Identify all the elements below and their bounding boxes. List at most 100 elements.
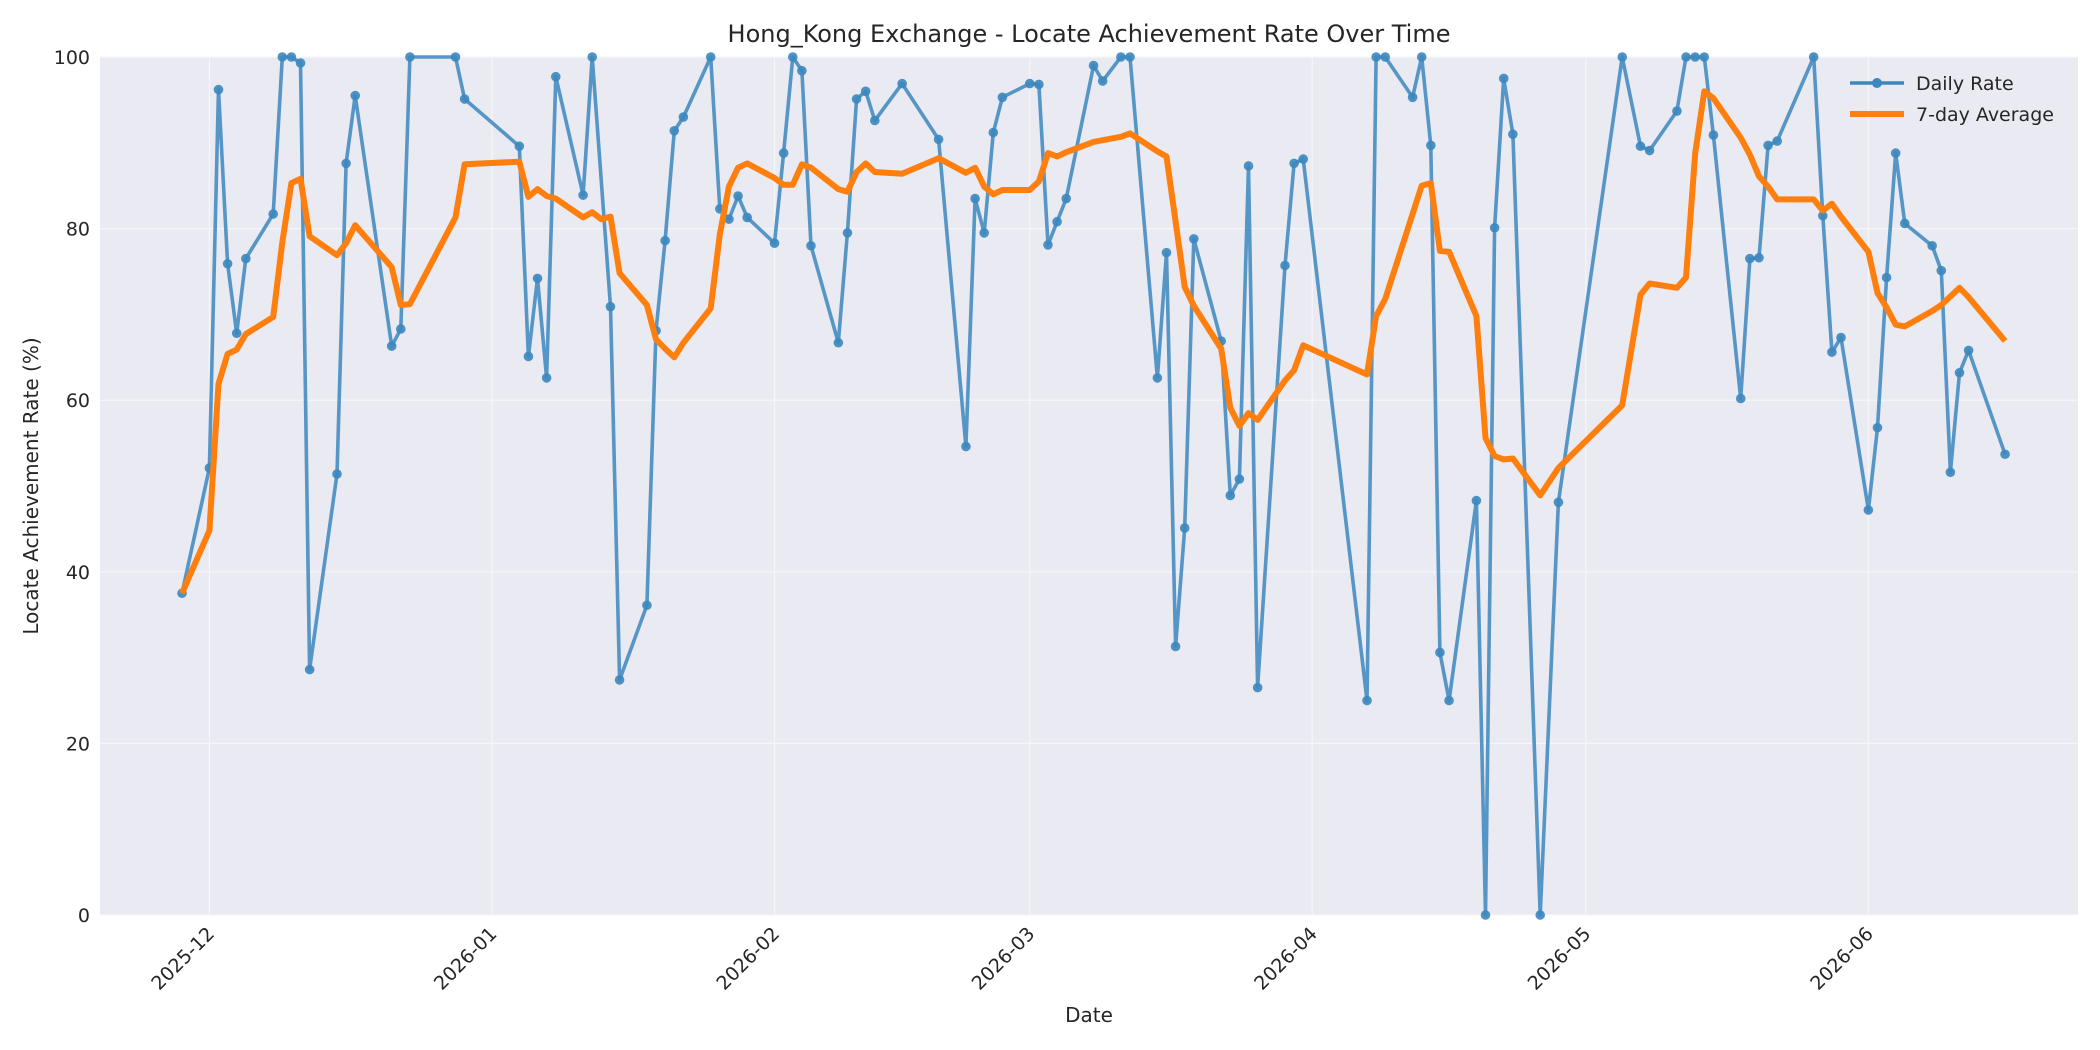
daily-rate-point xyxy=(1444,695,1454,706)
daily-rate-point xyxy=(1426,140,1436,151)
daily-rate-point xyxy=(1644,145,1655,156)
legend-seven-day-average-label: 7-day Average xyxy=(1916,104,2054,126)
daily-rate-point xyxy=(277,52,288,62)
legend-daily-rate-label: Daily Rate xyxy=(1916,73,2014,95)
daily-rate-point xyxy=(979,228,989,238)
legend: Daily Rate 7-day Average xyxy=(1850,73,2054,126)
daily-rate-point xyxy=(1052,216,1062,227)
daily-rate-line xyxy=(180,55,2007,917)
daily-rate-point xyxy=(341,158,351,169)
daily-rate-point xyxy=(642,600,652,611)
daily-rate-point xyxy=(1289,158,1299,169)
daily-rate-point xyxy=(1535,910,1546,920)
daily-rate-point xyxy=(833,337,844,348)
daily-rate-point xyxy=(587,52,598,62)
daily-rate-point xyxy=(1900,218,1910,229)
daily-rate-point xyxy=(797,65,807,76)
daily-rate-point xyxy=(268,209,278,219)
daily-rate-point xyxy=(1234,474,1245,484)
seven-day-average-line xyxy=(179,88,2008,595)
daily-rate-point xyxy=(869,115,880,126)
daily-rate-point xyxy=(1034,79,1044,90)
daily-rate-point xyxy=(1179,523,1190,533)
daily-rate-point xyxy=(1936,265,1947,276)
daily-rate-point xyxy=(1817,210,1828,221)
daily-rate-point xyxy=(514,141,525,152)
daily-rate-point xyxy=(1435,647,1445,658)
daily-rate-point xyxy=(1024,78,1035,89)
y-axis-label: Locate Achievement Rate (%) xyxy=(19,337,43,634)
daily-rate-point xyxy=(1553,497,1564,508)
y-tick-label: 80 xyxy=(66,219,90,241)
plot-area xyxy=(100,57,2078,915)
daily-rate-point xyxy=(787,52,798,62)
daily-rate-point xyxy=(1243,161,1254,171)
daily-rate-point xyxy=(1508,129,1518,140)
daily-rate-point xyxy=(1498,73,1509,84)
daily-rate-point xyxy=(1927,240,1937,251)
daily-rate-point xyxy=(222,258,233,269)
daily-rate-point xyxy=(669,125,680,136)
daily-rate-point xyxy=(1043,240,1053,250)
daily-rate-point xyxy=(660,235,670,246)
daily-rate-point xyxy=(1735,393,1746,404)
daily-rate-point xyxy=(1380,52,1391,62)
daily-rate-point xyxy=(1170,641,1181,652)
grid-lines xyxy=(100,56,2078,916)
daily-rate-point xyxy=(1371,52,1381,62)
daily-rate-point xyxy=(1808,52,1819,62)
daily-rate-point xyxy=(614,675,625,685)
daily-rate-point xyxy=(1827,347,1837,357)
daily-rate-point xyxy=(742,212,752,223)
daily-rate-point xyxy=(1690,52,1700,62)
y-axis-ticks: 0 20 40 60 80 100 xyxy=(54,47,90,927)
daily-rate-point xyxy=(1836,332,1846,343)
daily-rate-point xyxy=(350,90,361,101)
daily-rate-point xyxy=(1480,910,1491,920)
daily-rate-point xyxy=(1097,76,1108,86)
daily-rate-point xyxy=(1471,495,1482,506)
daily-rate-point xyxy=(1945,467,1956,478)
daily-rate-point xyxy=(1280,260,1290,271)
daily-rate-point xyxy=(523,351,534,362)
daily-rate-point xyxy=(1772,136,1782,146)
daily-rate-point xyxy=(405,52,415,62)
daily-rate-point xyxy=(1362,695,1372,706)
daily-rate-point xyxy=(396,324,406,334)
daily-rate-point xyxy=(733,191,743,201)
y-tick-label: 100 xyxy=(54,47,90,69)
daily-rate-point xyxy=(1617,52,1628,62)
daily-rate-point xyxy=(678,112,689,122)
daily-rate-point xyxy=(1963,345,1974,356)
daily-rate-point xyxy=(332,469,342,479)
daily-rate-point xyxy=(851,94,862,104)
daily-rate-point xyxy=(1635,141,1646,152)
daily-rate-point xyxy=(724,214,734,224)
daily-rate-point xyxy=(459,94,470,104)
daily-rate-point xyxy=(1189,234,1199,244)
daily-rate-point xyxy=(933,134,944,145)
daily-rate-point xyxy=(578,190,588,200)
daily-rate-point xyxy=(1681,52,1691,62)
daily-rate-point xyxy=(1088,60,1099,71)
daily-rate-point xyxy=(842,228,853,238)
daily-rate-point xyxy=(541,373,552,383)
series-layer xyxy=(177,52,2010,920)
x-axis-label: Date xyxy=(1065,1003,1113,1027)
daily-rate-point xyxy=(970,193,980,204)
daily-rate-point xyxy=(1416,52,1427,62)
daily-rate-point xyxy=(769,238,780,248)
daily-rate-point xyxy=(304,664,315,675)
daily-rate-point xyxy=(550,71,561,82)
daily-rate-point xyxy=(450,52,461,62)
daily-rate-point xyxy=(295,58,306,68)
y-tick-label: 60 xyxy=(66,390,90,412)
daily-rate-point xyxy=(806,240,816,251)
legend-daily-rate-marker xyxy=(1872,78,1882,88)
daily-rate-point xyxy=(1863,505,1874,515)
daily-rate-point xyxy=(1225,490,1236,501)
daily-rate-point xyxy=(705,52,716,62)
daily-rate-point xyxy=(1125,52,1135,62)
daily-rate-point xyxy=(532,273,543,284)
daily-rate-point xyxy=(1881,272,1892,283)
